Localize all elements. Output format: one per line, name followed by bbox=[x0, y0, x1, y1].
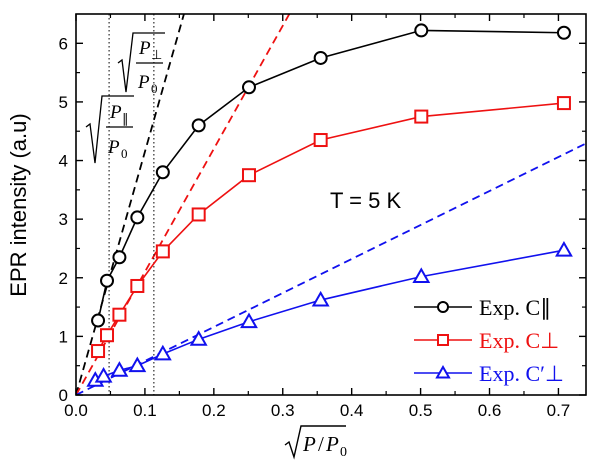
data-point bbox=[94, 367, 113, 383]
legend-label: Exp. C′⊥ bbox=[479, 361, 564, 386]
data-point bbox=[556, 96, 571, 111]
series-square bbox=[91, 96, 571, 359]
x-tick-label: 0.7 bbox=[547, 401, 571, 420]
data-point bbox=[130, 278, 145, 293]
data-point bbox=[240, 312, 258, 329]
data-point bbox=[91, 313, 106, 328]
legend-item: Exp. C∥ bbox=[414, 295, 551, 320]
data-point bbox=[110, 361, 129, 377]
series-line bbox=[97, 102, 565, 352]
legend-label: Exp. C⊥ bbox=[479, 328, 559, 353]
vline-label-parallel: P ∥ P 0 bbox=[85, 95, 134, 164]
data-point bbox=[155, 244, 170, 259]
legend-item: Exp. C⊥ bbox=[414, 328, 559, 353]
svg-text:⊥: ⊥ bbox=[151, 47, 162, 62]
x-tick-label: 0.1 bbox=[133, 401, 157, 420]
svg-text:∥: ∥ bbox=[122, 111, 129, 126]
data-point bbox=[556, 25, 571, 40]
data-point bbox=[191, 207, 206, 222]
data-point bbox=[191, 118, 206, 133]
data-point bbox=[128, 356, 147, 373]
legend-label: Exp. C∥ bbox=[479, 295, 551, 320]
data-point bbox=[155, 165, 170, 180]
x-tick-label: 0.6 bbox=[478, 401, 502, 420]
data-point bbox=[100, 273, 115, 288]
data-point bbox=[435, 364, 451, 379]
data-point bbox=[412, 267, 431, 283]
plot-frame bbox=[75, 13, 587, 396]
data-point bbox=[112, 307, 127, 322]
data-point bbox=[555, 241, 573, 257]
vline-label-perp: P ⊥ P 0 bbox=[117, 32, 165, 96]
x-tick-label: 0.3 bbox=[271, 401, 295, 420]
x-tick-label: 0.0 bbox=[64, 401, 88, 420]
temperature-annotation: T = 5 K bbox=[330, 188, 401, 213]
y-tick-label: 3 bbox=[59, 210, 68, 229]
x-tick-label: 0.4 bbox=[340, 401, 364, 420]
series-circle bbox=[91, 23, 571, 328]
svg-text:0: 0 bbox=[121, 146, 128, 161]
fit-line bbox=[76, 142, 586, 395]
data-point bbox=[112, 250, 127, 265]
svg-text:P: P bbox=[137, 72, 150, 93]
y-axis-label: EPR intensity (a.u) bbox=[6, 113, 31, 296]
svg-text:0: 0 bbox=[151, 81, 158, 96]
svg-text:P: P bbox=[107, 137, 120, 158]
x-tick-label: 0.5 bbox=[409, 401, 433, 420]
axis-ticks: 0.0 0.1 0.2 0.3 0.4 0.5 0.6 0.7 0 1 2 3 4 5 6 bbox=[59, 14, 586, 420]
data-point bbox=[241, 80, 256, 95]
y-tick-label: 5 bbox=[59, 93, 68, 112]
series-line bbox=[97, 29, 564, 321]
svg-text:P: P bbox=[302, 432, 316, 456]
svg-text:P: P bbox=[325, 432, 339, 456]
svg-text:P: P bbox=[138, 38, 151, 59]
data-point bbox=[313, 50, 328, 65]
series-layer bbox=[86, 23, 573, 387]
data-point bbox=[311, 290, 330, 307]
y-tick-label: 2 bbox=[59, 269, 68, 288]
legend: Exp. C∥ Exp. C⊥ Exp. C′⊥ bbox=[414, 295, 564, 386]
data-point bbox=[153, 344, 172, 361]
y-tick-label: 6 bbox=[59, 34, 68, 53]
data-point bbox=[189, 330, 208, 346]
y-tick-label: 4 bbox=[59, 152, 68, 171]
data-point bbox=[91, 344, 106, 359]
series-line bbox=[94, 249, 565, 382]
data-point bbox=[100, 328, 115, 343]
svg-text:P: P bbox=[109, 102, 122, 123]
data-point bbox=[414, 109, 429, 124]
data-point bbox=[241, 168, 256, 183]
data-point bbox=[437, 301, 449, 313]
legend-item: Exp. C′⊥ bbox=[414, 361, 564, 386]
data-point bbox=[130, 210, 145, 225]
x-tick-label: 0.2 bbox=[202, 401, 226, 420]
x-axis-label: P / P 0 bbox=[284, 425, 347, 460]
y-tick-label: 0 bbox=[59, 386, 68, 405]
fit-line bbox=[76, 14, 291, 395]
data-point bbox=[313, 133, 328, 148]
y-tick-label: 1 bbox=[59, 327, 68, 346]
svg-text:0: 0 bbox=[340, 445, 347, 460]
data-point bbox=[437, 334, 449, 346]
svg-text:/: / bbox=[318, 432, 324, 456]
data-point bbox=[414, 23, 429, 38]
series-triangle bbox=[86, 241, 573, 387]
